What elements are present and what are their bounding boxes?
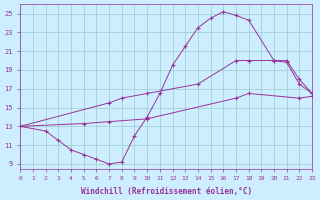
X-axis label: Windchill (Refroidissement éolien,°C): Windchill (Refroidissement éolien,°C) [81, 187, 252, 196]
